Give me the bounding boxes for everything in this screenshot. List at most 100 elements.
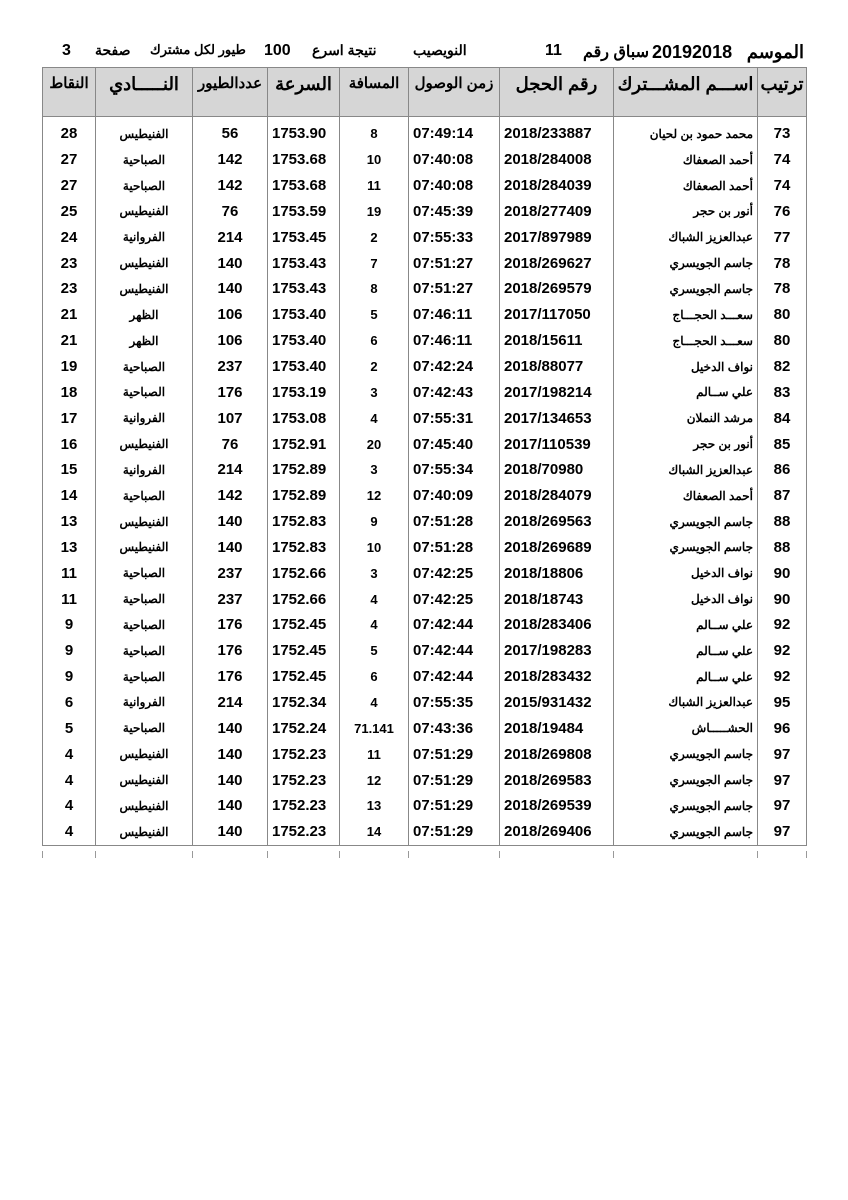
cell-bird-count: 76 xyxy=(192,198,268,225)
cell-participant-name: جاسم الجويسري xyxy=(613,818,758,846)
cell-participant-name: عبدالعزيز الشباك xyxy=(613,689,758,716)
cell-points: 24 xyxy=(42,224,96,251)
cell-club: الصباحية xyxy=(95,379,193,406)
column-tick xyxy=(757,851,758,858)
cell-ring-number: 2017/134653 xyxy=(499,405,614,432)
cell-club: الفروانية xyxy=(95,224,193,251)
cell-distance: 4 xyxy=(339,405,409,432)
cell-rank: 76 xyxy=(757,198,807,225)
col-rank: ترتيب xyxy=(757,67,807,117)
cell-points: 16 xyxy=(42,431,96,457)
cell-club: الظهر xyxy=(95,327,193,354)
cell-participant-name: جاسم الجويسري xyxy=(613,792,758,819)
cell-arrival-time: 07:49:14 xyxy=(408,116,500,147)
cell-bird-count: 107 xyxy=(192,405,268,432)
cell-bird-count: 140 xyxy=(192,792,268,819)
cell-distance: 7 xyxy=(339,250,409,277)
cell-participant-name: أحمد الصعفاك xyxy=(613,172,758,199)
cell-arrival-time: 07:43:36 xyxy=(408,715,500,742)
cell-speed: 1753.68 xyxy=(267,146,340,173)
cell-ring-number: 2018/283432 xyxy=(499,663,614,690)
cell-club: الفروانية xyxy=(95,405,193,432)
cell-arrival-time: 07:42:24 xyxy=(408,353,500,380)
table-row: 78 جاسم الجويسري 2018/269627 07:51:27 7 1753.… xyxy=(42,250,807,277)
cell-rank: 95 xyxy=(757,689,807,716)
cell-distance: 12 xyxy=(339,482,409,509)
cell-rank: 87 xyxy=(757,482,807,509)
cell-rank: 90 xyxy=(757,560,807,587)
cell-speed: 1752.45 xyxy=(267,663,340,690)
cell-bird-count: 214 xyxy=(192,456,268,483)
cell-distance: 5 xyxy=(339,301,409,328)
cell-speed: 1753.43 xyxy=(267,276,340,302)
cell-bird-count: 142 xyxy=(192,172,268,199)
cell-rank: 96 xyxy=(757,715,807,742)
cell-arrival-time: 07:51:29 xyxy=(408,818,500,846)
cell-club: الفنيطيس xyxy=(95,250,193,277)
table-row: 88 جاسم الجويسري 2018/269689 07:51:28 10 1752… xyxy=(42,534,807,561)
cell-points: 4 xyxy=(42,767,96,793)
cell-club: الفنيطيس xyxy=(95,276,193,302)
column-tick xyxy=(339,851,340,858)
table-row: 76 أنور بن حجر 2018/277409 07:45:39 19 1753.5… xyxy=(42,198,807,225)
cell-participant-name: جاسم الجويسري xyxy=(613,534,758,561)
cell-bird-count: 214 xyxy=(192,224,268,251)
cell-speed: 1753.68 xyxy=(267,172,340,199)
cell-club: الصباحية xyxy=(95,172,193,199)
cell-bird-count: 214 xyxy=(192,689,268,716)
cell-participant-name: أحمد الصعفاك xyxy=(613,146,758,173)
cell-rank: 97 xyxy=(757,792,807,819)
table-row: 95 عبدالعزيز الشباك 2015/931432 07:55:35 4 17… xyxy=(42,689,807,716)
cell-participant-name: نواف الدخيل xyxy=(613,586,758,613)
table-row: 85 أنور بن حجر 2017/110539 07:45:40 20 1752.9… xyxy=(42,431,807,457)
column-tick xyxy=(267,851,268,858)
cell-rank: 85 xyxy=(757,431,807,457)
col-club: النـــــادي xyxy=(95,67,193,117)
cell-points: 4 xyxy=(42,792,96,819)
cell-participant-name: سعـــد الحجـــاج xyxy=(613,301,758,328)
table-row: 97 جاسم الجويسري 2018/269539 07:51:29 13 1752… xyxy=(42,792,807,819)
column-tick xyxy=(806,851,807,858)
cell-distance: 12 xyxy=(339,767,409,793)
cell-points: 28 xyxy=(42,116,96,147)
cell-ring-number: 2018/15611 xyxy=(499,327,614,354)
cell-ring-number: 2018/269406 xyxy=(499,818,614,846)
cell-club: الظهر xyxy=(95,301,193,328)
cell-participant-name: عبدالعزيز الشباك xyxy=(613,224,758,251)
cell-speed: 1752.34 xyxy=(267,689,340,716)
cell-ring-number: 2018/269808 xyxy=(499,741,614,768)
cell-club: الفنيطيس xyxy=(95,116,193,147)
cell-ring-number: 2018/284079 xyxy=(499,482,614,509)
cell-bird-count: 142 xyxy=(192,482,268,509)
cell-rank: 97 xyxy=(757,741,807,768)
cell-rank: 97 xyxy=(757,818,807,846)
cell-club: الصباحية xyxy=(95,715,193,742)
cell-bird-count: 76 xyxy=(192,431,268,457)
cell-distance: 2 xyxy=(339,224,409,251)
cell-distance: 6 xyxy=(339,327,409,354)
cell-participant-name: جاسم الجويسري xyxy=(613,767,758,793)
cell-participant-name: علي ســالم xyxy=(613,612,758,638)
per-participant-label: طيور لكل مشترك xyxy=(150,42,246,57)
cell-club: الفنيطيس xyxy=(95,767,193,793)
cell-ring-number: 2018/269689 xyxy=(499,534,614,561)
cell-distance: 19 xyxy=(339,198,409,225)
cell-rank: 84 xyxy=(757,405,807,432)
cell-distance: 5 xyxy=(339,637,409,664)
cell-club: الفروانية xyxy=(95,456,193,483)
cell-bird-count: 140 xyxy=(192,276,268,302)
cell-participant-name: نواف الدخيل xyxy=(613,353,758,380)
cell-distance: 3 xyxy=(339,560,409,587)
cell-arrival-time: 07:40:09 xyxy=(408,482,500,509)
cell-ring-number: 2017/897989 xyxy=(499,224,614,251)
col-ring: رقم الحجل xyxy=(499,67,614,117)
cell-ring-number: 2018/284039 xyxy=(499,172,614,199)
cell-speed: 1753.90 xyxy=(267,116,340,147)
table-row: 96 الحشـــــاش 2018/19484 07:43:36 71.141 175… xyxy=(42,715,807,742)
cell-participant-name: نواف الدخيل xyxy=(613,560,758,587)
col-participant: اســـم المشـــترك xyxy=(613,67,758,117)
cell-rank: 74 xyxy=(757,146,807,173)
page-number: 3 xyxy=(62,42,71,59)
cell-rank: 86 xyxy=(757,456,807,483)
